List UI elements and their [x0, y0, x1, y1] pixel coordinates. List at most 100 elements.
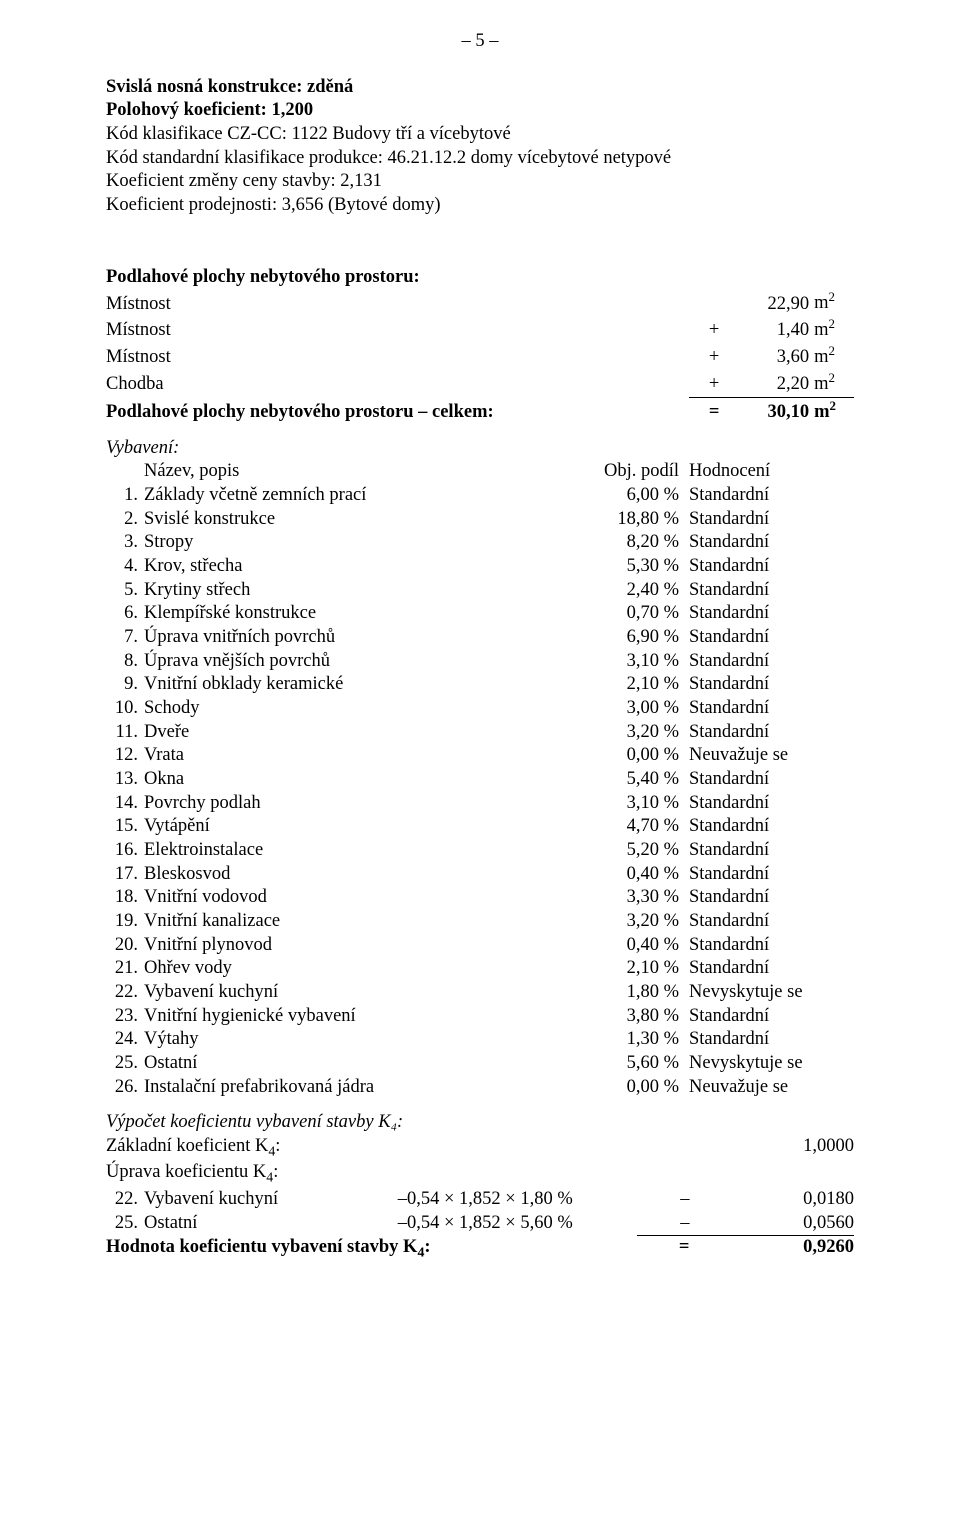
equip-name: Úprava vnějších povrchů: [138, 650, 584, 674]
equip-pct: 0,70 %: [584, 602, 679, 626]
k4-result-label: Hodnota koeficientu vybavení stavby K4:: [106, 1236, 637, 1263]
equip-name: Krytiny střech: [138, 579, 584, 603]
header-value: 3,656 (Bytové domy): [282, 195, 441, 215]
equip-name: Stropy: [138, 531, 584, 555]
room-sign: +: [689, 370, 719, 397]
equip-rating: Standardní: [679, 768, 854, 792]
equip-name: Bleskosvod: [138, 863, 584, 887]
equip-name: Úprava vnitřních povrchů: [138, 626, 584, 650]
equip-num: 24.: [106, 1028, 138, 1052]
equip-pct: 0,40 %: [584, 934, 679, 958]
header-line-1: Svislá nosná konstrukce: zděná: [106, 76, 854, 100]
equip-name: Ostatní: [138, 1052, 584, 1076]
equip-pct: 18,80 %: [584, 508, 679, 532]
room-unit: m2: [809, 370, 854, 397]
equip-pct: 2,10 %: [584, 673, 679, 697]
header-label: Koeficient změny ceny stavby:: [106, 171, 336, 191]
k4-row-val: 0,0560: [689, 1212, 854, 1236]
equipment-row: 25.Ostatní5,60 %Nevyskytuje se: [106, 1052, 854, 1076]
equip-pct: 8,20 %: [584, 531, 679, 555]
equip-pct: 3,00 %: [584, 697, 679, 721]
equip-name: Dveře: [138, 721, 584, 745]
equipment-row: 14.Povrchy podlah3,10 %Standardní: [106, 792, 854, 816]
equip-rating: Nevyskytuje se: [679, 981, 854, 1005]
room-value: 3,60: [719, 343, 809, 370]
equip-name: Vnitřní vodovod: [138, 886, 584, 910]
room-row: Místnost + 3,60 m2: [106, 343, 854, 370]
equip-name: Vnitřní plynovod: [138, 934, 584, 958]
equip-name: Okna: [138, 768, 584, 792]
equip-num: 18.: [106, 886, 138, 910]
equip-num: 15.: [106, 815, 138, 839]
equip-name: Povrchy podlah: [138, 792, 584, 816]
room-unit: m2: [809, 316, 854, 343]
equip-num: 20.: [106, 934, 138, 958]
equipment-row: 4.Krov, střecha5,30 %Standardní: [106, 555, 854, 579]
equip-pct: 5,30 %: [584, 555, 679, 579]
equipment-row: 22.Vybavení kuchyní1,80 %Nevyskytuje se: [106, 981, 854, 1005]
equip-name: Vrata: [138, 744, 584, 768]
equip-name: Výtahy: [138, 1028, 584, 1052]
equipment-row: 17.Bleskosvod0,40 %Standardní: [106, 863, 854, 887]
room-unit: m2: [809, 343, 854, 370]
equip-col-rating: Hodnocení: [679, 460, 854, 484]
k4-row-expr: –0,54 × 1,852 × 5,60 %: [398, 1212, 637, 1236]
room-label: Místnost: [106, 343, 689, 370]
equip-num: 11.: [106, 721, 138, 745]
equip-num: 14.: [106, 792, 138, 816]
equip-rating: Standardní: [679, 721, 854, 745]
equip-num: 9.: [106, 673, 138, 697]
equip-rating: Standardní: [679, 531, 854, 555]
k4-heading: Výpočet koeficientu vybavení stavby K₄:: [106, 1111, 854, 1135]
equip-rating: Standardní: [679, 1028, 854, 1052]
equip-num: 21.: [106, 957, 138, 981]
equip-num: 25.: [106, 1052, 138, 1076]
equip-pct: 2,10 %: [584, 957, 679, 981]
room-label: Chodba: [106, 370, 689, 397]
k4-row-num: 22.: [106, 1188, 138, 1212]
equip-num: 17.: [106, 863, 138, 887]
equipment-row: 6.Klempířské konstrukce0,70 %Standardní: [106, 602, 854, 626]
k4-row-num: 25.: [106, 1212, 138, 1236]
equipment-row: 12.Vrata0,00 %Neuvažuje se: [106, 744, 854, 768]
equip-num: 4.: [106, 555, 138, 579]
equip-pct: 3,10 %: [584, 650, 679, 674]
equip-rating: Standardní: [679, 839, 854, 863]
equip-pct: 1,80 %: [584, 981, 679, 1005]
equip-num: 2.: [106, 508, 138, 532]
room-sign: +: [689, 343, 719, 370]
equip-name: Vnitřní kanalizace: [138, 910, 584, 934]
equipment-header: Název, popis Obj. podíl Hodnocení: [106, 460, 854, 484]
equip-num: 26.: [106, 1076, 138, 1100]
room-total-value: 30,10: [719, 397, 809, 424]
equipment-row: 13.Okna5,40 %Standardní: [106, 768, 854, 792]
equipment-row: 20.Vnitřní plynovod0,40 %Standardní: [106, 934, 854, 958]
equip-pct: 5,20 %: [584, 839, 679, 863]
equip-num: 16.: [106, 839, 138, 863]
equipment-row: 1.Základy včetně zemních prací6,00 %Stan…: [106, 484, 854, 508]
equip-pct: 2,40 %: [584, 579, 679, 603]
equipment-row: 10.Schody3,00 %Standardní: [106, 697, 854, 721]
k4-table: Základní koeficient K4: 1,0000 Úprava ko…: [106, 1135, 854, 1263]
equip-num: 19.: [106, 910, 138, 934]
equip-name: Vytápění: [138, 815, 584, 839]
equip-col-share: Obj. podíl: [584, 460, 679, 484]
equip-rating: Standardní: [679, 1005, 854, 1029]
k4-adjust-row: 25.Ostatní –0,54 × 1,852 × 5,60 % – 0,05…: [106, 1212, 854, 1236]
k4-row-name: Ostatní: [138, 1213, 197, 1233]
k4-row-sign: –: [637, 1188, 689, 1212]
header-value: 2,131: [340, 171, 382, 191]
equip-name: Instalační prefabrikovaná jádra: [138, 1076, 584, 1100]
equip-name: Ohřev vody: [138, 957, 584, 981]
equip-num: 7.: [106, 626, 138, 650]
header-value: 1122 Budovy tří a vícebytové: [291, 124, 510, 144]
equip-name: Vnitřní hygienické vybavení: [138, 1005, 584, 1029]
k4-row-name: Vybavení kuchyní: [138, 1189, 278, 1209]
room-label: Místnost: [106, 289, 689, 316]
room-sign: +: [689, 316, 719, 343]
page-number: – 5 –: [106, 30, 854, 54]
equip-name: Základy včetně zemních prací: [138, 484, 584, 508]
room-value: 22,90: [719, 289, 809, 316]
equip-rating: Standardní: [679, 602, 854, 626]
equip-rating: Standardní: [679, 484, 854, 508]
